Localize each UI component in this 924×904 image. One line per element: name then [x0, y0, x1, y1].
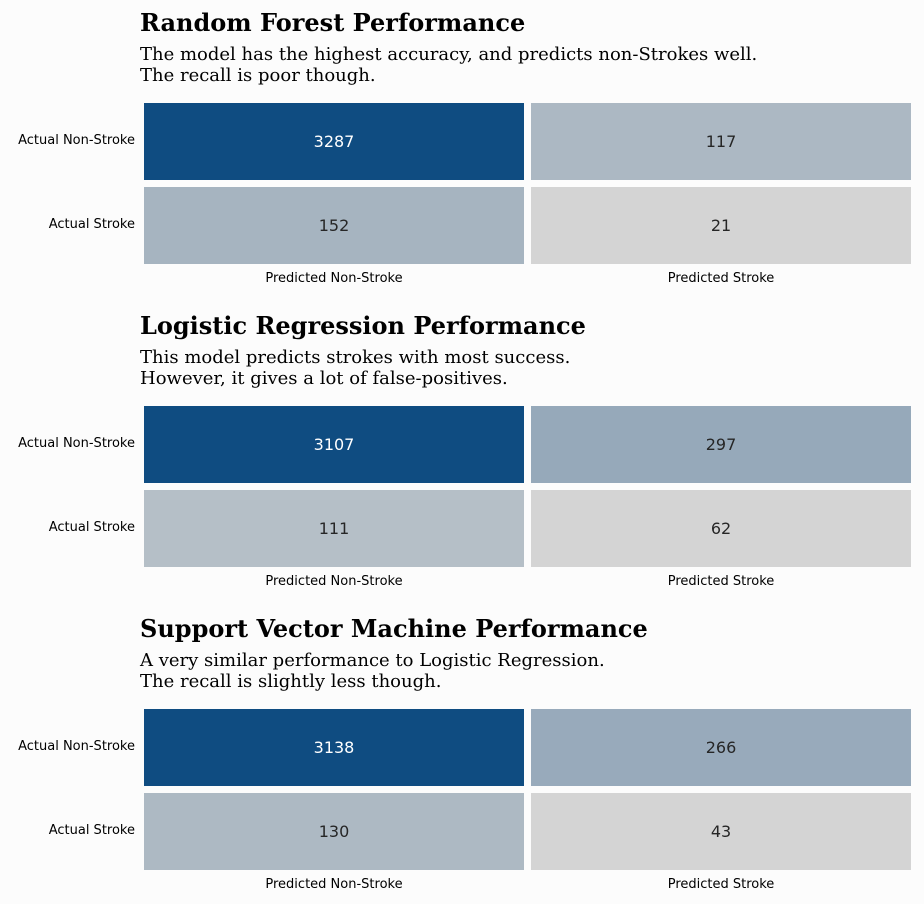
- cell-value-label: 3107: [313, 435, 355, 454]
- row-tick-label: Actual Non-Stroke: [18, 739, 135, 754]
- heatmap-cell: 3138: [144, 709, 524, 786]
- heatmap-cell: 62: [531, 490, 911, 567]
- cell-value-label: 21: [710, 216, 732, 235]
- heatmap-cell: 3287: [144, 103, 524, 180]
- subtitle-line: However, it gives a lot of false-positiv…: [140, 368, 508, 389]
- column-tick-label: Predicted Stroke: [667, 271, 775, 286]
- subtitle-line: A very similar performance to Logistic R…: [140, 650, 605, 671]
- heatmap-cell: 111: [144, 490, 524, 567]
- heatmap-cell: 266: [531, 709, 911, 786]
- confusion-matrix: 3107 297 111 62 Actual Non-Stroke Actual Stro…: [0, 397, 924, 597]
- cell-value-label: 3138: [313, 738, 355, 757]
- heatmap-cell: 297: [531, 406, 911, 483]
- cell-value-label: 130: [318, 822, 350, 841]
- heatmap-cell: 21: [531, 187, 911, 264]
- confusion-matrix: 3287 117 152 21 Actual Non-Stroke Actual Stro…: [0, 94, 924, 294]
- row-tick-label: Actual Stroke: [48, 823, 135, 838]
- column-tick-label: Predicted Stroke: [667, 574, 775, 589]
- column-tick-label: Predicted Non-Stroke: [265, 877, 403, 892]
- column-tick-label: Predicted Non-Stroke: [265, 271, 403, 286]
- chart-panel: Support Vector Machine Performance A very…: [0, 614, 924, 904]
- chart-title: Support Vector Machine Performance: [140, 614, 648, 643]
- chart-subtitle: A very similar performance to Logistic R…: [140, 650, 605, 692]
- chart-subtitle: This model predicts strokes with most su…: [140, 347, 570, 389]
- heatmap-cell: 152: [144, 187, 524, 264]
- cell-value-label: 152: [318, 216, 350, 235]
- row-tick-label: Actual Stroke: [48, 520, 135, 535]
- cell-value-label: 43: [710, 822, 732, 841]
- confusion-matrix: 3138 266 130 43 Actual Non-Stroke Actual Stro…: [0, 700, 924, 900]
- chart-panel: Random Forest Performance The model has t…: [0, 8, 924, 298]
- cell-value-label: 62: [710, 519, 732, 538]
- column-tick-label: Predicted Non-Stroke: [265, 574, 403, 589]
- subtitle-line: This model predicts strokes with most su…: [140, 347, 571, 368]
- cell-value-label: 297: [705, 435, 737, 454]
- subtitle-line: The model has the highest accuracy, and …: [140, 44, 758, 65]
- heatmap-cell: 43: [531, 793, 911, 870]
- chart-panel: Logistic Regression Performance This mode…: [0, 311, 924, 601]
- heatmap-cell: 130: [144, 793, 524, 870]
- cell-value-label: 266: [705, 738, 737, 757]
- row-tick-label: Actual Non-Stroke: [18, 133, 135, 148]
- cell-value-label: 111: [318, 519, 350, 538]
- cell-value-label: 3287: [313, 132, 355, 151]
- chart-title: Random Forest Performance: [140, 8, 526, 37]
- column-tick-label: Predicted Stroke: [667, 877, 775, 892]
- heatmap-cell: 117: [531, 103, 911, 180]
- cell-value-label: 117: [705, 132, 737, 151]
- chart-title: Logistic Regression Performance: [140, 311, 586, 340]
- subtitle-line: The recall is slightly less though.: [140, 671, 442, 692]
- row-tick-label: Actual Non-Stroke: [18, 436, 135, 451]
- subtitle-line: The recall is poor though.: [140, 65, 376, 86]
- heatmap-cell: 3107: [144, 406, 524, 483]
- chart-subtitle: The model has the highest accuracy, and …: [140, 44, 757, 86]
- row-tick-label: Actual Stroke: [48, 217, 135, 232]
